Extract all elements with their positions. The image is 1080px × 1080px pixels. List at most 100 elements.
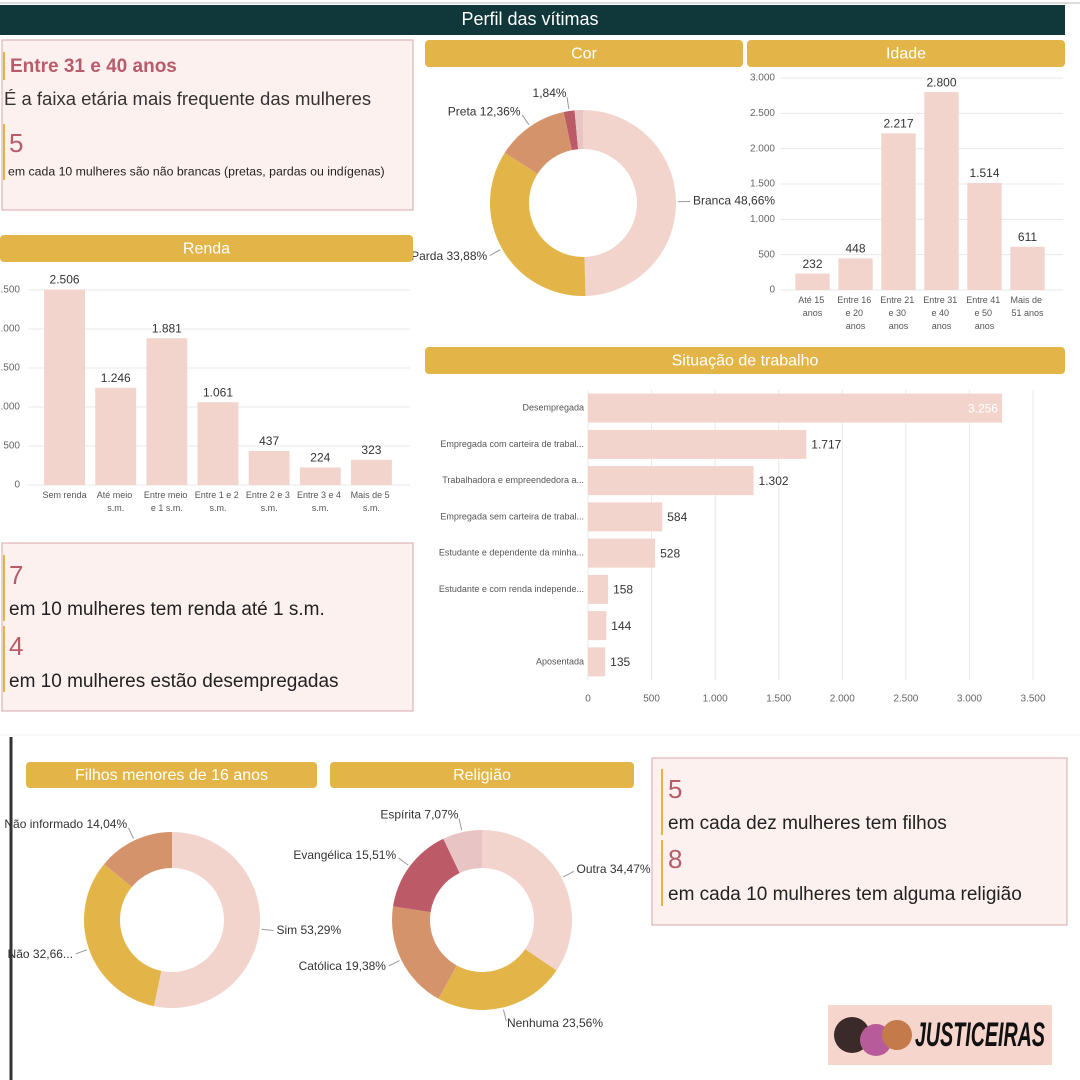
x-tick-label: Até 15 anos [798,295,827,318]
bar [967,183,1002,290]
bar [95,387,137,485]
x-tick-label: 0 [585,694,591,705]
pie-slice [489,152,586,296]
pie-label-value: 34,47% [610,862,651,876]
pie-label: Outra 34,47% [577,862,651,876]
highlight-text: em cada dez mulheres tem filhos [668,813,947,834]
leader-line [489,249,501,256]
pie-label-value: 7,07% [424,808,458,822]
data-label: 323 [361,443,381,457]
data-label: 448 [845,242,865,256]
x-tick-label: Entre 1 e 2 s.m. [195,490,242,513]
pie-label-category: Outra [577,862,607,876]
highlight-value: 8 [668,844,682,874]
x-tick-label: Entre 21 e 30 anos [880,295,917,331]
pie-label: Não 32,66... [8,947,73,961]
y-tick-label: Empregada sem carteira de trabal... [440,511,584,521]
data-label: 1.302 [759,474,789,488]
leader-line [566,97,570,110]
y-tick-label: Estudante e dependente da minha... [439,548,584,558]
section-title-bar [26,762,317,788]
pie-label-category: Nenhuma [507,1016,559,1030]
data-label: 1.881 [152,321,182,335]
pie-label: Católica 19,38% [299,959,387,973]
pie-slice [482,830,573,971]
x-tick-label: 1.500 [766,694,791,705]
pie-label-category: Parda [411,249,443,263]
x-tick-label: Sem renda [43,490,87,500]
pie-label: 1,84% [533,86,567,100]
pie-label-value: 15,51% [355,848,396,862]
x-tick-label: Mais de 51 anos [1010,295,1044,318]
pie-slice [574,110,583,150]
data-label: 135 [610,655,630,669]
y-tick-label: 2.500 [0,285,20,296]
bar [588,393,1002,423]
x-tick-label: Entre 2 e 3 s.m. [246,490,293,513]
y-tick-label: 500 [3,441,20,452]
bar [588,502,663,532]
pie-slice [504,112,572,174]
highlight-value: 5 [668,774,682,804]
x-tick-label: Entre meio e 1 s.m. [144,490,190,513]
section-title-bar [425,40,743,67]
section-title-bar [747,40,1065,67]
bar [588,574,609,604]
y-tick-label: 2.000 [750,143,775,154]
card [651,757,1068,926]
section-title: Situação de trabalho [672,353,819,370]
pie-label-value: 12,36% [480,105,521,119]
data-label: 1.061 [203,385,233,399]
accent [3,52,5,80]
y-tick-label: 500 [758,249,775,260]
pie-slice [392,906,457,999]
pie-slice [438,949,557,1010]
y-tick-label: 1.000 [0,402,20,413]
header-title: Perfil das vítimas [461,9,598,29]
leader-line [75,949,88,955]
bar [197,402,239,485]
pie-slice [583,110,677,296]
leader-line [388,960,400,967]
bar [588,429,807,459]
section-title: Cor [571,46,597,63]
pie-slice [443,830,482,874]
card [1,542,414,712]
pie-label-value: 48,66% [734,194,775,208]
data-label: 2.506 [50,273,80,287]
pie-label-category: Evangélica [293,848,352,862]
pie-label-value: 1,84% [533,86,567,100]
data-label: 2.217 [883,117,913,131]
y-tick-label: 1.500 [750,179,775,190]
pie-slice [563,110,579,151]
bar [588,538,656,568]
highlight-text: em 10 mulheres tem renda até 1 s.m. [9,599,325,620]
pie-label-category: Espírita [380,808,421,822]
bar [588,611,607,641]
bar [588,647,606,677]
y-tick-label: 3.000 [750,73,775,84]
x-tick-label: 500 [643,694,660,705]
y-tick-label: 2.000 [0,324,20,335]
x-tick-label: Entre 3 e 4 s.m. [297,490,344,513]
highlight-value: 7 [9,560,23,590]
pie-label-category: Branca [693,194,731,208]
logo-text: JUSTICEIRAS [915,1016,1045,1054]
y-tick-label: Trabalhadora e empreendedora a... [442,475,584,485]
pie-label: Nenhuma 23,56% [507,1016,603,1030]
x-tick-label: 1.000 [703,694,728,705]
pie-slice [83,864,162,1007]
pie-label-category: Preta [448,105,477,119]
data-label: 2.800 [926,75,956,89]
data-label: 584 [667,510,687,524]
section-title-bar [0,235,413,262]
pie-label: Parda 33,88% [411,249,487,263]
leader-line [261,928,274,932]
bar [924,92,959,290]
data-label: 1.246 [101,371,131,385]
bar [350,459,392,485]
bar [881,133,916,290]
data-label: 611 [1018,230,1037,244]
section-title: Idade [886,46,926,63]
